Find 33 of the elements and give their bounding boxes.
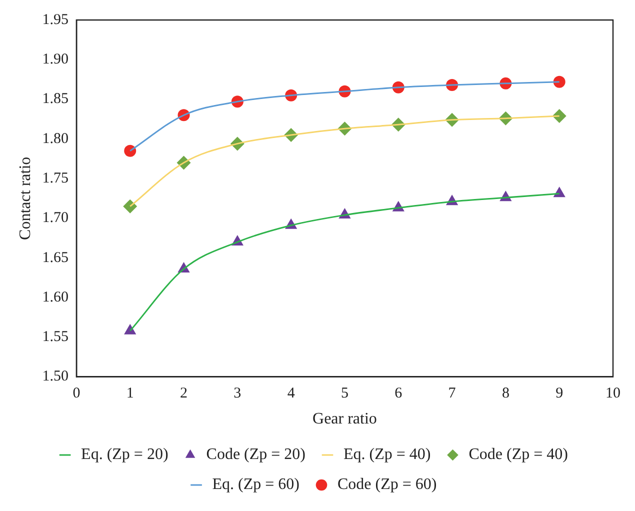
x-tick-label: 9: [556, 386, 564, 402]
y-tick-label: 1.50: [42, 368, 68, 385]
y-tick-label: 1.55: [42, 329, 68, 346]
y-tick-label: 1.80: [42, 130, 68, 147]
x-tick-label: 4: [287, 386, 296, 402]
y-tick-label: 1.70: [42, 210, 68, 226]
legend-label: Code (Zp = 40): [468, 446, 568, 464]
point: [553, 76, 566, 88]
point: [124, 144, 136, 157]
legend-label: Eq. (Zp = 20): [81, 446, 168, 464]
point: [124, 324, 136, 334]
x-tick-label: 0: [72, 386, 80, 402]
x-tick-label: 1: [126, 386, 134, 402]
legend-label: Eq. (Zp = 40): [344, 446, 431, 464]
y-tick-label: 1.95: [42, 12, 68, 28]
x-tick-label: 8: [502, 386, 510, 402]
point: [123, 199, 138, 214]
x-tick-label: 7: [448, 386, 456, 402]
y-tick-label: 1.60: [42, 289, 68, 306]
y-axis-title: Contact ratio: [16, 156, 34, 240]
x-tick-label: 3: [234, 386, 242, 402]
legend-label: Code (Zp = 60): [338, 476, 437, 494]
y-tick-label: 1.90: [42, 52, 68, 68]
x-tick-label: 10: [606, 386, 620, 402]
x-axis-title: Gear ratio: [312, 410, 377, 428]
legend-label: Eq. (Zp = 60): [212, 476, 300, 494]
x-tick-label: 5: [340, 386, 348, 402]
legend-label: Code (Zp = 20): [206, 446, 306, 464]
y-tick-label: 1.75: [42, 170, 68, 187]
x-tick-label: 2: [180, 386, 188, 402]
x-tick-label: 6: [394, 386, 403, 402]
y-tick-label: 1.85: [42, 91, 68, 108]
y-tick-label: 1.65: [42, 250, 68, 266]
